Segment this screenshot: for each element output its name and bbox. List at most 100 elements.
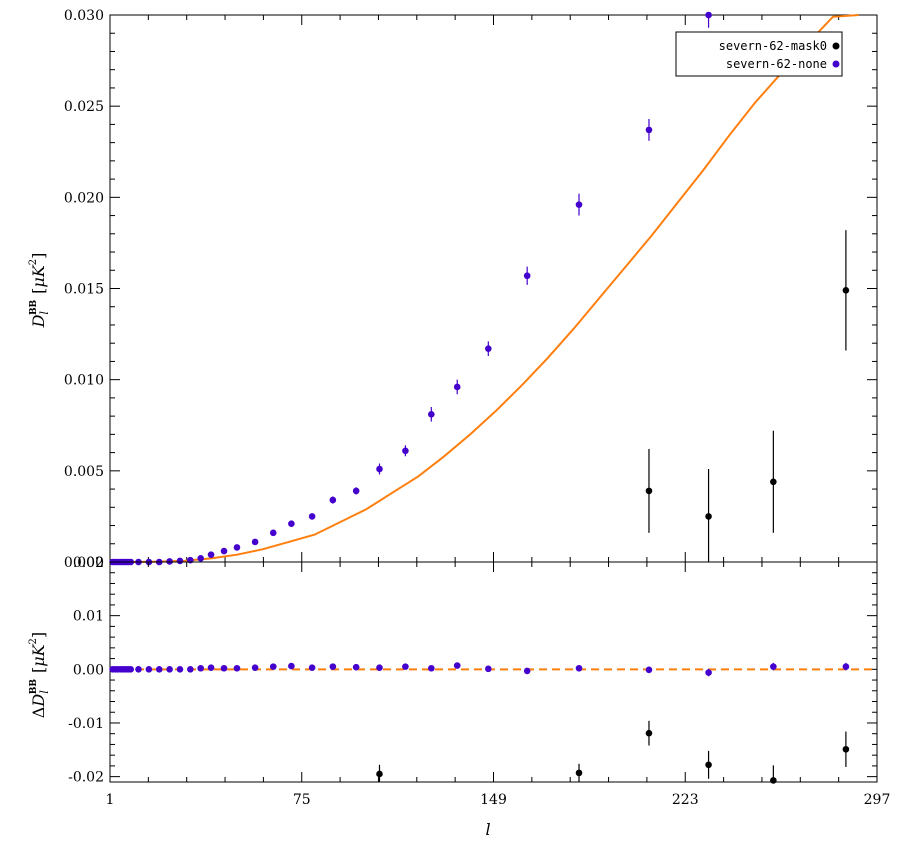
bottom-point-none — [453, 662, 461, 669]
bottom-point-none — [352, 663, 360, 671]
top-point-none — [220, 547, 228, 555]
bottom-point-none — [233, 664, 241, 672]
top-point-none — [207, 551, 215, 559]
bottom-point-none — [428, 664, 435, 672]
bottom-point-none — [251, 664, 259, 672]
top-point-none — [251, 538, 259, 546]
legend-marker-mask0 — [832, 42, 840, 50]
bottom-point-none — [308, 664, 316, 672]
top-point-none — [176, 557, 184, 565]
legend-marker-none — [832, 60, 840, 68]
bottom-point-none — [197, 664, 204, 672]
legend-label-none: severn-62-none — [726, 57, 827, 71]
bottom-point-none — [187, 666, 194, 673]
top-point-none — [705, 11, 712, 19]
top-ytick-label: 0.020 — [64, 190, 104, 206]
top-point-mask0 — [842, 287, 850, 294]
bottom-point-none — [135, 666, 142, 673]
bottom-point-mask0 — [842, 745, 850, 753]
bottom-point-none — [220, 664, 228, 672]
bottom-point-none — [376, 664, 383, 672]
top-point-none — [329, 496, 337, 504]
x-tick-label: 223 — [672, 792, 699, 808]
top-point-mask0 — [645, 487, 653, 495]
bottom-point-none — [127, 666, 135, 673]
bottom-ytick-label: -0.01 — [68, 716, 104, 732]
top-point-mask0 — [705, 513, 712, 520]
bottom-y-axis-title: ΔDlBB [μK2] — [28, 632, 51, 718]
bottom-point-none — [645, 666, 653, 674]
top-y-axis-title-unit-open: [ — [29, 288, 48, 294]
top-point-none — [575, 201, 583, 208]
bottom-point-mask0 — [645, 729, 653, 737]
bottom-y-axis-title-unit-close: ] — [29, 632, 48, 638]
top-ytick-label: 0.015 — [64, 282, 104, 298]
bottom-point-none — [485, 665, 492, 673]
bottom-y-axis-title-unit-sup: 2 — [28, 638, 39, 644]
top-point-none — [288, 520, 295, 528]
bottom-frame — [109, 561, 878, 783]
top-point-mask0 — [770, 478, 777, 486]
bottom-y-axis-title-sup: BB — [29, 679, 39, 695]
bottom-y-axis-title-main: D — [29, 694, 48, 708]
bottom-y-axis-title-unit-open: [ — [29, 667, 48, 673]
top-point-none — [428, 411, 435, 418]
bottom-y-axis-title-sub: l — [38, 690, 51, 694]
top-point-none — [352, 487, 360, 495]
x-tick-label: 149 — [480, 792, 507, 808]
bottom-point-none — [166, 666, 173, 673]
x-axis-title: l — [485, 820, 490, 839]
bottom-point-none — [575, 664, 583, 672]
top-y-axis-title-main: D — [29, 314, 48, 328]
bottom-point-none — [155, 666, 163, 673]
top-y-axis-title-unit-close: ] — [29, 253, 48, 259]
bottom-ytick-label: 0.00 — [73, 662, 104, 678]
bottom-ytick-label: 0.01 — [73, 609, 104, 625]
bottom-point-none — [145, 666, 153, 673]
bottom-point-mask0 — [770, 777, 777, 784]
top-ytick-label: 0.005 — [64, 464, 104, 480]
legend-label-mask0: severn-62-mask0 — [719, 39, 827, 53]
top-ytick-label: 0.010 — [64, 373, 104, 389]
bottom-point-mask0 — [575, 769, 583, 777]
top-y-axis-title-sub: l — [38, 311, 51, 315]
bottom-point-mask0 — [705, 761, 712, 769]
x-tick-label: 297 — [864, 792, 891, 808]
top-y-axis-title: DlBB [μK2] — [28, 253, 51, 329]
bottom-point-none — [402, 663, 409, 670]
bottom-point-none — [770, 663, 777, 670]
bottom-point-mask0 — [376, 770, 383, 778]
bottom-ytick-label: -0.02 — [68, 770, 104, 786]
top-ytick-label: 0.025 — [64, 99, 104, 115]
top-y-axis-title-unit: μK — [29, 264, 48, 287]
bottom-ytick-label: 0.02 — [73, 555, 104, 571]
top-ytick-label: 0.030 — [64, 8, 104, 24]
legend: severn-62-mask0 severn-62-none — [675, 31, 843, 77]
bottom-y-axis-title-unit: μK — [29, 643, 48, 666]
top-point-none — [402, 447, 409, 455]
top-point-none — [166, 558, 173, 565]
bottom-point-none — [842, 663, 850, 670]
bottom-point-none — [176, 666, 184, 673]
top-point-none — [485, 345, 492, 352]
top-point-none — [645, 126, 653, 134]
top-point-none — [453, 383, 461, 391]
bottom-point-none — [705, 669, 712, 676]
bottom-y-axis-title-prefix: Δ — [29, 707, 48, 719]
top-model-curve — [110, 14, 859, 563]
bottom-point-none — [523, 667, 531, 675]
bottom-point-none — [269, 663, 277, 670]
top-frame — [109, 14, 878, 563]
top-point-none — [269, 529, 277, 537]
top-ytick-label: 0.000 — [64, 555, 104, 571]
x-tick-label: 1 — [106, 792, 115, 808]
top-point-none — [197, 555, 204, 562]
top-y-axis-title-sup: BB — [29, 299, 39, 315]
top-point-none — [308, 513, 316, 520]
legend-box — [675, 31, 843, 77]
top-panel: 0.000 0.005 0.010 0.015 0.020 0.025 0.030 — [64, 8, 878, 571]
top-point-none — [523, 272, 531, 280]
bottom-point-none — [207, 664, 215, 672]
top-y-axis-title-unit-sup: 2 — [28, 259, 39, 265]
